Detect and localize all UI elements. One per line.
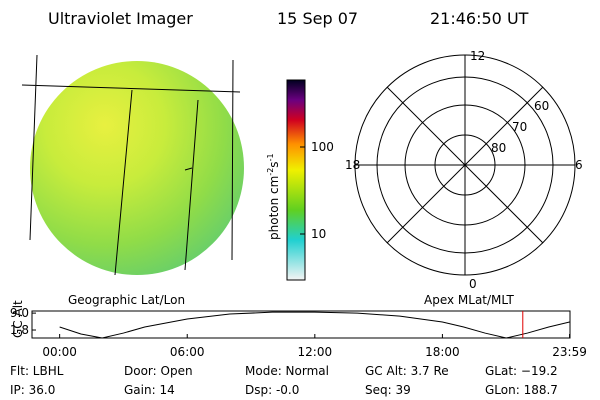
- date: 15 Sep 07: [277, 9, 358, 28]
- status-field: Seq: 39: [365, 383, 411, 397]
- earth-image: [21, 54, 244, 276]
- y-tick-label: 1.8: [10, 323, 29, 337]
- colorbar-tick-label: 100: [311, 140, 334, 154]
- colorbar-label: photon cm-2s-1: [266, 153, 281, 240]
- status-field: Mode: Normal: [245, 364, 329, 378]
- x-tick-label: 23:59: [552, 345, 587, 359]
- y-axis-label: GC Alt: [11, 300, 25, 338]
- title: Ultraviolet Imager: [48, 9, 193, 28]
- ring-label: 70: [512, 120, 527, 134]
- time: 21:46:50 UT: [430, 9, 529, 28]
- status-field: IP: 36.0: [10, 383, 55, 397]
- polar-label: 12: [470, 49, 485, 63]
- polar-label: 0: [469, 277, 477, 291]
- status-field: Gain: 14: [124, 383, 175, 397]
- y-tick-label: 9.0: [10, 306, 29, 320]
- x-tick-label: 00:00: [42, 345, 77, 359]
- status-field: Dsp: -0.0: [245, 383, 299, 397]
- plot-frame: [31, 310, 571, 339]
- status-field: GLat: −19.2: [485, 364, 558, 378]
- status-field: GC Alt: 3.7 Re: [365, 364, 449, 378]
- ring-label: 80: [491, 141, 506, 155]
- status-field: GLon: 188.7: [485, 383, 558, 397]
- polar-grid: [354, 54, 576, 276]
- status-field: Flt: LBHL: [10, 364, 64, 378]
- x-tick-label: 06:00: [170, 345, 205, 359]
- altitude-line: [59, 311, 570, 339]
- colorbar-tick-label: 10: [311, 227, 326, 241]
- colorbar: [286, 79, 306, 281]
- x-tick-label: 12:00: [298, 345, 333, 359]
- caption: Geographic Lat/Lon: [68, 293, 185, 307]
- polar-label: 18: [345, 158, 360, 172]
- polar-label: 6: [575, 158, 583, 172]
- ring-label: 60: [534, 99, 549, 113]
- x-tick-label: 18:00: [425, 345, 460, 359]
- caption: Apex MLat/MLT: [424, 293, 514, 307]
- status-field: Door: Open: [124, 364, 193, 378]
